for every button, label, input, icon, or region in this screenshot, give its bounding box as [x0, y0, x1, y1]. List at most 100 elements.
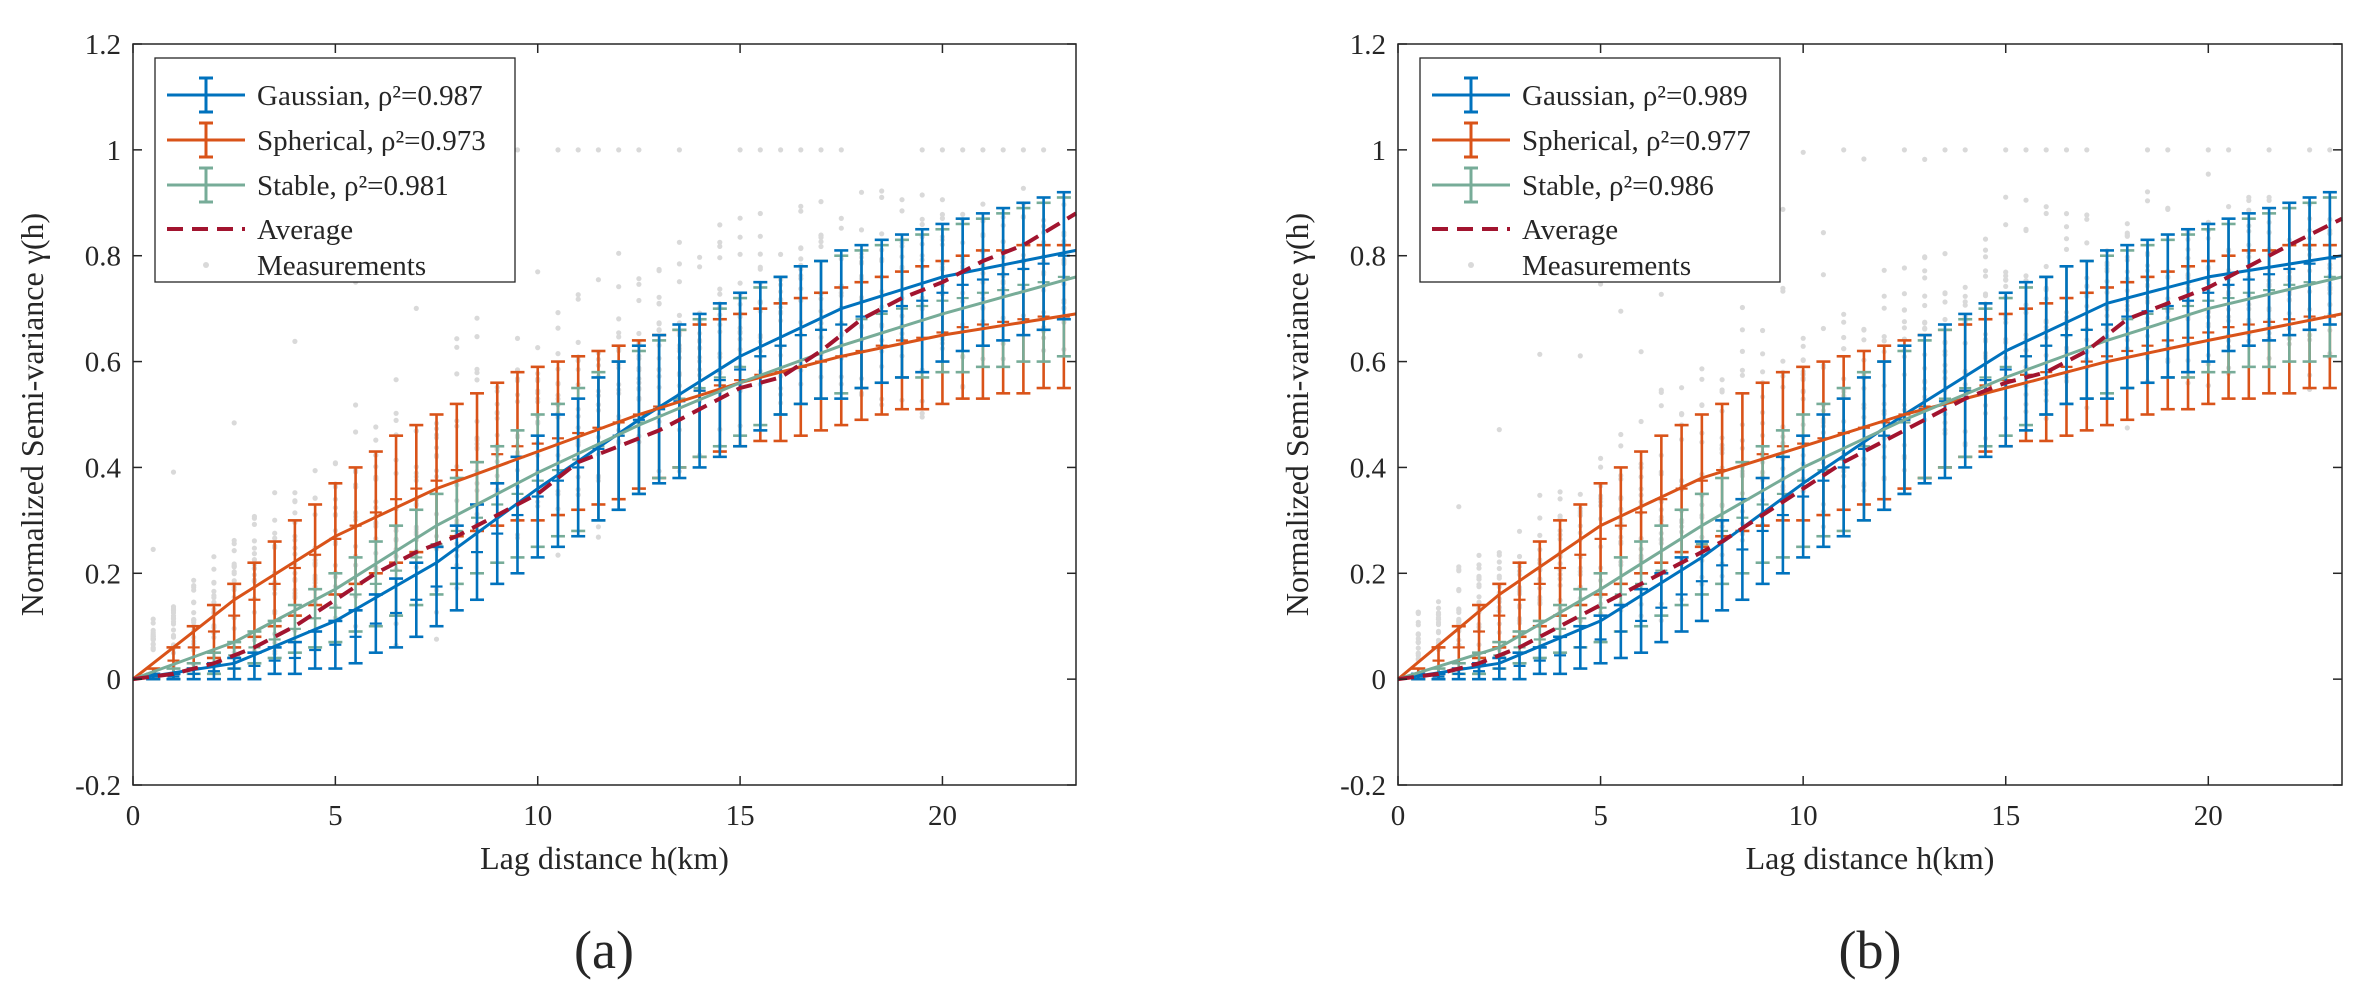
- measurement-point: [1962, 147, 1968, 153]
- measurement-point: [211, 599, 217, 605]
- measurement-point: [1982, 247, 1989, 253]
- measurement-point: [1841, 319, 1847, 325]
- measurement-point: [899, 208, 905, 214]
- measurement-point: [656, 321, 662, 327]
- measurement-point: [939, 147, 946, 153]
- measurement-point: [1881, 293, 1887, 299]
- measurement-point: [1476, 576, 1482, 582]
- measurement-point: [737, 234, 743, 240]
- measurement-point: [1861, 337, 1867, 343]
- measurement-point: [1456, 504, 1462, 510]
- x-tick-label: 5: [328, 800, 343, 832]
- measurement-point: [636, 276, 642, 282]
- measurement-point: [1739, 327, 1745, 333]
- measurement-point: [717, 222, 723, 228]
- measurement-point: [1557, 496, 1563, 502]
- measurement-point: [939, 211, 946, 218]
- measurement-point: [595, 534, 602, 540]
- measurement-point: [2124, 230, 2130, 236]
- measurement-point: [1739, 372, 1745, 378]
- plot-area-frame: [132, 43, 1077, 786]
- measurement-point: [454, 336, 460, 342]
- series-line-stable: [132, 275, 1077, 681]
- measurement-point: [2003, 283, 2009, 289]
- measurement-point: [1537, 492, 1543, 498]
- y-tick-label: 0.2: [85, 558, 121, 590]
- measurement-point: [1901, 319, 1907, 325]
- measurement-point: [1780, 285, 1786, 291]
- measurement-point: [1456, 566, 1462, 573]
- plot-area-frame: [1397, 43, 2343, 786]
- measurement-point: [1780, 206, 1786, 212]
- measurement-point: [292, 338, 298, 344]
- measurement-point: [676, 312, 683, 318]
- x-tick-label: 20: [2194, 800, 2223, 832]
- measurement-point: [778, 147, 784, 153]
- measurement-point: [697, 254, 703, 260]
- measurement-point: [1800, 343, 1806, 349]
- measurement-point: [393, 417, 399, 423]
- legend-label: Measurements: [1522, 250, 1691, 282]
- measurement-point: [2063, 147, 2070, 153]
- measurement-point: [231, 571, 237, 577]
- measurement-point: [170, 605, 177, 612]
- measurement-point: [1638, 349, 1644, 355]
- measurement-point: [1496, 559, 1502, 565]
- y-tick-label: 1: [1372, 135, 1387, 167]
- measurement-point: [1577, 353, 1583, 359]
- measurement-point: [919, 147, 925, 153]
- measurement-point: [1820, 325, 1826, 332]
- measurement-point: [636, 297, 642, 304]
- measurement-point: [1901, 147, 1907, 153]
- measurement-point: [676, 279, 683, 285]
- legend-label: Stable, ρ²=0.981: [257, 170, 449, 202]
- y-tick-label: 0.4: [85, 452, 122, 484]
- measurement-point: [960, 147, 966, 153]
- x-tick-label: 15: [1991, 800, 2020, 832]
- measurement-point: [1456, 609, 1462, 616]
- measurement-point: [1739, 348, 1745, 354]
- y-tick-label: -0.2: [1340, 770, 1386, 802]
- measurement-point: [1760, 327, 1766, 334]
- measurement-point: [170, 619, 177, 625]
- measurement-point: [595, 147, 602, 153]
- series-line-stable: [1397, 275, 2343, 681]
- measurement-point: [292, 490, 298, 496]
- measurement-point: [2023, 197, 2029, 203]
- measurement-point: [191, 619, 197, 626]
- measurement-point: [656, 327, 662, 333]
- measurement-point: [433, 636, 440, 642]
- measurement-point: [231, 420, 237, 426]
- measurement-point: [373, 424, 379, 430]
- measurement-point: [1962, 302, 1968, 308]
- measurement-point: [272, 530, 278, 536]
- measurement-point: [555, 147, 561, 153]
- measurement-point: [919, 216, 925, 222]
- measurement-point: [818, 199, 824, 205]
- measurement-point: [231, 548, 237, 554]
- measurement-point: [454, 371, 460, 377]
- measurement-point: [1841, 311, 1847, 317]
- measurement-point: [170, 627, 177, 633]
- measurement-point: [616, 330, 622, 336]
- measurement-point: [2124, 221, 2130, 227]
- series-line-gaussian: [132, 248, 1077, 681]
- measurement-point: [1820, 230, 1826, 236]
- measurement-point: [595, 524, 602, 530]
- measurement-point: [535, 269, 541, 275]
- measurement-point: [2063, 224, 2070, 230]
- x-tick-label: 10: [1789, 800, 1818, 832]
- measurement-point: [292, 499, 298, 505]
- x-axis-label: Lag distance h(km): [1746, 840, 1995, 876]
- measurement-point: [919, 192, 925, 198]
- measurement-point: [757, 147, 763, 153]
- measurement-point: [1922, 319, 1928, 325]
- measurement-point: [2063, 236, 2070, 242]
- measurement-point: [636, 147, 642, 153]
- measurement-point: [150, 546, 156, 553]
- measurement-point: [555, 310, 561, 316]
- measurement-point: [1820, 272, 1826, 278]
- measurement-point: [2205, 147, 2211, 153]
- legend-label: Spherical, ρ²=0.977: [1522, 125, 1751, 157]
